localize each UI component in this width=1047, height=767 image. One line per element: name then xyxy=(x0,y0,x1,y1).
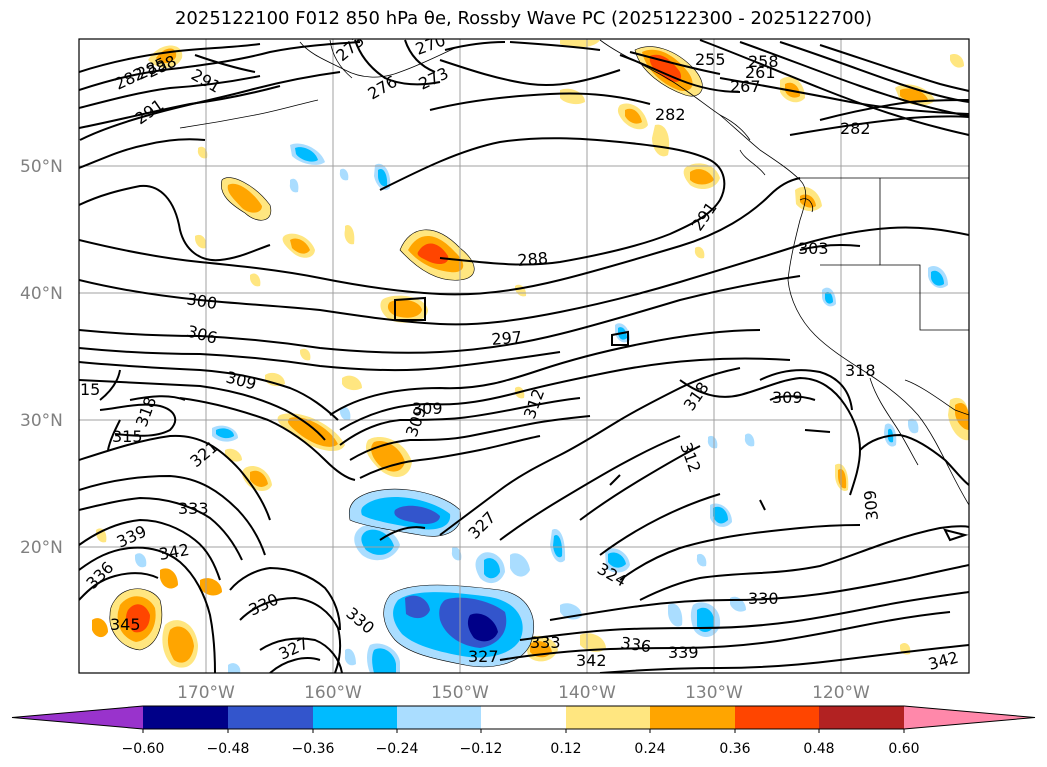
lat-label-50n: 50°N xyxy=(20,157,63,177)
lon-label-150w: 150°W xyxy=(431,683,489,703)
theta-e-contours xyxy=(79,39,969,673)
contour-label: 345 xyxy=(110,615,141,634)
negative-anomaly-shading xyxy=(135,143,948,673)
lon-label-160w: 160°W xyxy=(304,683,362,703)
colorbar-extend-min xyxy=(12,706,143,729)
contour-label: 318 xyxy=(845,361,876,380)
contour-label: 288 xyxy=(517,248,549,270)
contour-label: 303 xyxy=(798,239,829,258)
positive-anomaly-shading xyxy=(92,40,969,668)
colorbar-tick: −0.48 xyxy=(207,741,250,757)
contour-label: 336 xyxy=(619,633,652,656)
colorbar-segment xyxy=(143,706,228,729)
contour-label: 15 xyxy=(80,380,100,399)
contour-label: 297 xyxy=(491,327,523,349)
map-background xyxy=(79,39,969,673)
contour-label: 333 xyxy=(178,499,209,518)
colorbar-tick: −0.36 xyxy=(292,741,335,757)
lon-label-120w: 120°W xyxy=(812,683,870,703)
colorbar-tick: 0.48 xyxy=(803,741,834,757)
colorbar-tick: 0.60 xyxy=(888,741,919,757)
colorbar-segment xyxy=(481,706,566,729)
colorbar-segment xyxy=(566,706,650,729)
contour-label: 309 xyxy=(860,489,882,521)
contour-label: 282 xyxy=(655,105,686,124)
colorbar-segment xyxy=(313,706,397,729)
latitude-labels: 50°N 40°N 30°N 20°N xyxy=(20,157,63,558)
map-frame xyxy=(78,38,970,674)
contour-label: 339 xyxy=(668,643,699,662)
colorbar-segment xyxy=(397,706,481,729)
colorbar-tick: 0.24 xyxy=(634,741,665,757)
contour-label: 330 xyxy=(748,589,779,608)
colorbar-tick: 0.36 xyxy=(719,741,750,757)
colorbar-segment xyxy=(228,706,313,729)
lon-label-170w: 170°W xyxy=(177,683,235,703)
colorbar-segment xyxy=(819,706,904,729)
colorbar-tick: 0.12 xyxy=(550,741,581,757)
contour-label: 315 xyxy=(112,427,143,446)
contour-label: 327 xyxy=(468,647,499,666)
colorbar-tick: −0.60 xyxy=(122,741,165,757)
colorbar-segment xyxy=(735,706,819,729)
contour-label: 267 xyxy=(730,77,761,96)
colorbar-tick-labels: −0.60 −0.48 −0.36 −0.24 −0.12 0.12 0.24 … xyxy=(122,741,920,757)
longitude-labels: 170°W 160°W 150°W 140°W 130°W 120°W xyxy=(177,683,870,703)
colorbar: −0.60 −0.48 −0.36 −0.24 −0.12 0.12 0.24 … xyxy=(11,705,1036,757)
contour-label: 255 xyxy=(695,50,726,69)
contour-label: 333 xyxy=(530,633,561,652)
colorbar-tick: −0.12 xyxy=(460,741,503,757)
colorbar-segments xyxy=(11,705,1036,733)
contour-label: 282 xyxy=(840,119,871,138)
contour-label: 342 xyxy=(576,651,607,670)
colorbar-tick: −0.24 xyxy=(376,741,419,757)
lat-label-20n: 20°N xyxy=(20,538,63,558)
contour-label: 258 xyxy=(748,52,779,71)
lat-label-40n: 40°N xyxy=(20,284,63,304)
contour-label: 261 xyxy=(745,63,776,82)
contour-label: 309 xyxy=(412,399,443,418)
contour-label: 309 xyxy=(772,388,803,407)
lon-label-130w: 130°W xyxy=(685,683,743,703)
chart-title: 2025122100 F012 850 hPa θe, Rossby Wave … xyxy=(174,8,873,29)
colorbar-extend-max xyxy=(904,706,1035,729)
lon-label-140w: 140°W xyxy=(558,683,616,703)
lat-label-30n: 30°N xyxy=(20,411,63,431)
colorbar-segment xyxy=(650,706,735,729)
